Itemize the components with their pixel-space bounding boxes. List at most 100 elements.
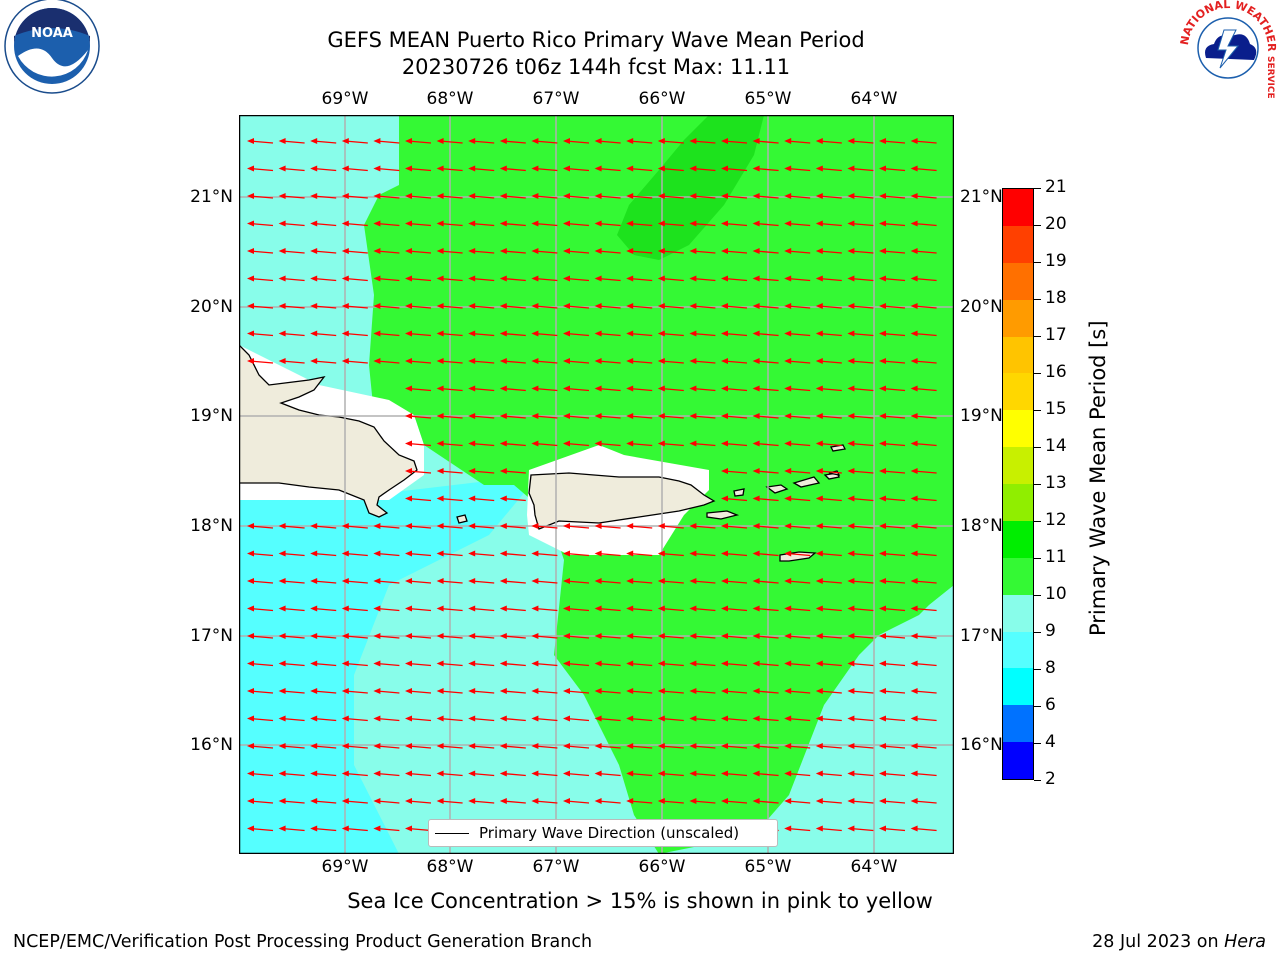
wave-arrow	[657, 165, 684, 172]
colorbar-segment	[1003, 742, 1033, 779]
wave-arrow	[563, 413, 590, 419]
islet	[792, 476, 821, 488]
wave-arrow	[626, 303, 653, 309]
wave-arrow	[436, 770, 463, 777]
wave-arrow	[499, 798, 526, 804]
wave-arrow	[341, 275, 368, 282]
wave-arrow	[436, 330, 463, 337]
wave-arrow	[373, 220, 400, 227]
colorbar-tick-label: 19	[1045, 251, 1067, 271]
wave-arrow	[468, 495, 495, 502]
wave-arrow	[657, 798, 684, 804]
wave-arrow	[563, 330, 590, 337]
sea-ice-note: Sea Ice Concentration > 15% is shown in …	[347, 889, 933, 913]
wave-arrow	[436, 193, 463, 199]
lat-label: 19°N	[960, 406, 1003, 426]
wave-arrow	[563, 193, 590, 199]
wave-arrow	[879, 440, 906, 447]
wave-arrow	[689, 660, 716, 667]
wave-arrow	[436, 275, 463, 282]
wave-arrow	[594, 193, 621, 199]
wave-arrow	[879, 523, 906, 529]
wave-arrow	[247, 330, 274, 337]
wave-arrow	[752, 138, 779, 144]
wave-arrow	[689, 798, 716, 804]
wave-arrow	[499, 358, 526, 364]
wave-arrow	[626, 358, 653, 364]
wave-arrow	[815, 578, 842, 584]
wave-arrow	[247, 220, 274, 227]
colorbar-tick-mark	[1034, 631, 1041, 633]
wave-arrow	[563, 688, 590, 694]
wave-arrow	[499, 193, 526, 199]
wave-arrow	[626, 523, 653, 529]
wave-arrow	[910, 550, 937, 557]
wave-arrow	[594, 440, 621, 447]
wave-arrow	[373, 523, 400, 529]
wave-arrow	[657, 220, 684, 227]
wave-arrow	[626, 413, 653, 419]
wave-arrow	[689, 220, 716, 227]
wave-arrow	[752, 688, 779, 694]
colorbar-tick-mark	[1034, 520, 1041, 522]
wave-arrow	[468, 275, 495, 282]
wave-arrow	[499, 715, 526, 722]
wave-arrow	[436, 495, 463, 502]
wave-arrow	[784, 550, 811, 557]
wave-arrow	[689, 385, 716, 392]
wave-arrow	[278, 688, 305, 694]
colorbar-tick-label: 10	[1045, 584, 1067, 604]
wave-arrow	[879, 138, 906, 144]
wave-arrow	[247, 550, 274, 557]
wave-arrow	[436, 578, 463, 584]
footer-right: 28 Jul 2023 on Hera	[1092, 932, 1266, 952]
wave-arrow	[689, 743, 716, 749]
wave-arrow	[499, 633, 526, 639]
wave-arrow	[373, 660, 400, 667]
colorbar-tick-mark	[1034, 742, 1041, 744]
wave-arrow	[910, 798, 937, 804]
wave-arrow	[499, 550, 526, 557]
wave-arrow	[594, 715, 621, 722]
wave-arrow	[436, 715, 463, 722]
wave-arrow	[752, 220, 779, 227]
colorbar-tick-label: 18	[1045, 288, 1067, 308]
wave-arrow	[594, 578, 621, 584]
wave-arrow	[247, 138, 274, 144]
wave-arrow	[436, 358, 463, 364]
wave-arrow	[815, 138, 842, 144]
colorbar-tick-mark	[1034, 446, 1041, 448]
wave-arrow	[879, 660, 906, 667]
wave-arrow	[405, 358, 432, 364]
lon-label: 65°W	[744, 89, 792, 109]
wave-arrow	[373, 743, 400, 749]
wave-arrow	[879, 220, 906, 227]
wave-arrow	[784, 688, 811, 694]
wave-arrow	[310, 138, 337, 144]
colorbar-tick-label: 14	[1045, 436, 1067, 456]
wave-arrow	[310, 578, 337, 584]
wave-arrow	[689, 605, 716, 612]
colorbar-tick-mark	[1034, 335, 1041, 337]
wave-arrow	[847, 358, 874, 364]
wave-arrow	[563, 440, 590, 447]
wave-arrow	[499, 330, 526, 337]
wave-arrow	[405, 825, 432, 832]
wave-arrow	[247, 770, 274, 777]
wave-arrow	[815, 440, 842, 447]
wave-arrow	[910, 138, 937, 144]
wave-arrow	[721, 358, 748, 364]
wave-arrow	[626, 770, 653, 777]
wave-arrow	[815, 495, 842, 502]
lon-label: 66°W	[638, 89, 686, 109]
wave-arrow	[657, 743, 684, 749]
wave-arrow	[436, 385, 463, 392]
sea-region-11s	[617, 115, 764, 260]
wave-arrow	[436, 220, 463, 227]
wave-arrow	[721, 743, 748, 749]
wave-arrow	[531, 605, 558, 612]
nws-logo-text-side: SERVICE	[1265, 56, 1275, 99]
wave-arrow	[689, 440, 716, 447]
wave-arrow	[847, 550, 874, 557]
wave-arrow	[721, 440, 748, 447]
